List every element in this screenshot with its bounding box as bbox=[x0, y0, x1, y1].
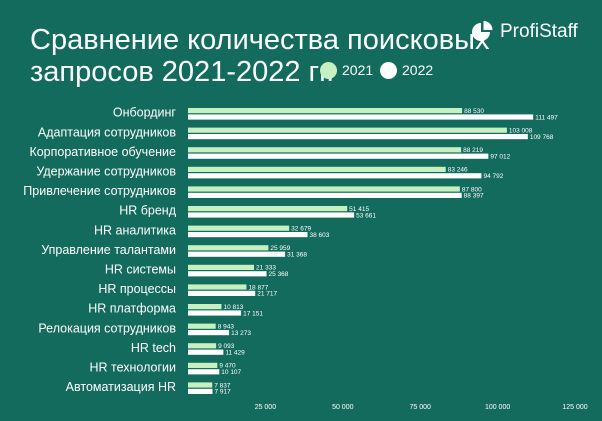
bar-2021 bbox=[188, 225, 290, 231]
bar-2021 bbox=[188, 186, 460, 192]
bar-2021 bbox=[188, 323, 216, 329]
legend-swatch-2022 bbox=[380, 61, 397, 79]
bar-2022 bbox=[188, 173, 482, 179]
category-label: HR tech bbox=[131, 341, 176, 355]
data-label-2021: 88 219 bbox=[463, 147, 483, 154]
data-label-2021: 7 837 bbox=[214, 382, 231, 389]
x-tick-label: 75 000 bbox=[409, 404, 431, 411]
x-tick-label: 125 000 bbox=[562, 404, 587, 411]
data-label-2022: 21 717 bbox=[257, 291, 277, 298]
bar-2021 bbox=[188, 127, 507, 133]
x-tick-label: 100 000 bbox=[485, 404, 510, 411]
pie-chart-logo-icon bbox=[472, 21, 493, 41]
legend-item-2022: 2022 bbox=[380, 60, 433, 80]
data-label-2022: 31 368 bbox=[287, 252, 307, 259]
bar-2022 bbox=[188, 369, 220, 375]
data-label-2022: 25 368 bbox=[269, 271, 289, 278]
bar-2021 bbox=[188, 264, 255, 270]
bar-2021 bbox=[188, 108, 463, 114]
data-label-2021: 83 246 bbox=[448, 167, 468, 174]
legend-swatch-2021 bbox=[320, 61, 337, 79]
legend-label-2021: 2021 bbox=[342, 62, 374, 78]
data-label-2022: 111 497 bbox=[535, 114, 558, 121]
bar-2021 bbox=[188, 284, 247, 290]
category-label: Автоматизация HR bbox=[66, 380, 176, 394]
data-label-2021: 32 679 bbox=[291, 226, 311, 233]
data-label-2022: 11 429 bbox=[225, 350, 245, 357]
data-label-2022: 7 917 bbox=[215, 389, 232, 396]
data-label-2021: 21 333 bbox=[256, 265, 276, 272]
bar-2021 bbox=[188, 166, 446, 172]
data-label-2022: 109 768 bbox=[530, 134, 554, 141]
category-label: HR процессы bbox=[98, 282, 176, 296]
bar-2022 bbox=[188, 251, 286, 257]
category-label: HR платформа bbox=[88, 302, 176, 316]
brand-logo: ProfiStaff bbox=[470, 20, 578, 44]
category-label: Онбординг bbox=[113, 106, 177, 120]
bar-2022 bbox=[188, 153, 489, 159]
bar-2022 bbox=[188, 232, 308, 238]
bar-2022 bbox=[188, 271, 267, 277]
bar-2021 bbox=[188, 382, 213, 388]
bar-2021 bbox=[188, 343, 217, 349]
category-label: Управление талантами bbox=[41, 243, 176, 257]
category-label: HR технологии bbox=[89, 361, 176, 375]
data-label-2021: 88 530 bbox=[464, 108, 484, 115]
category-label: HR аналитика bbox=[94, 223, 176, 237]
data-label-2021: 9 470 bbox=[219, 363, 236, 370]
data-label-2022: 53 661 bbox=[356, 212, 376, 219]
data-label-2022: 10 107 bbox=[221, 369, 241, 376]
bar-2022 bbox=[188, 134, 528, 140]
data-label-2021: 8 943 bbox=[218, 324, 235, 331]
data-label-2022: 17 151 bbox=[243, 310, 263, 317]
data-label-2021: 51 415 bbox=[349, 206, 369, 213]
bar-2021 bbox=[188, 245, 269, 251]
bar-2021 bbox=[188, 304, 222, 310]
x-tick-label: 25 000 bbox=[255, 404, 277, 411]
bar-2021 bbox=[188, 362, 218, 368]
category-label: Релокация сотрудников bbox=[38, 321, 176, 335]
category-label: Удержание сотрудников bbox=[36, 165, 176, 179]
category-label: Корпоративное обучение bbox=[29, 145, 176, 159]
data-label-2021: 25 959 bbox=[270, 245, 290, 252]
bar-2022 bbox=[188, 349, 224, 355]
data-label-2021: 87 800 bbox=[462, 186, 482, 193]
data-label-2021: 9 093 bbox=[218, 343, 235, 350]
bar-2022 bbox=[188, 388, 213, 394]
data-label-2021: 10 813 bbox=[223, 304, 243, 311]
category-label: HR бренд bbox=[119, 204, 176, 218]
legend-item-2021: 2021 bbox=[320, 60, 373, 80]
bar-2021 bbox=[188, 147, 462, 153]
data-label-2022: 97 012 bbox=[490, 154, 510, 161]
data-label-2022: 38 603 bbox=[310, 232, 330, 239]
chart-title-line-1: Сравнение количества поисковых bbox=[30, 24, 490, 56]
data-label-2022: 94 792 bbox=[483, 173, 503, 180]
category-label: Адаптация сотрудников bbox=[38, 125, 176, 139]
data-label-2022: 88 397 bbox=[464, 193, 484, 200]
bar-2022 bbox=[188, 192, 462, 198]
category-label: Привлечение сотрудников bbox=[23, 184, 176, 198]
x-tick-label: 50 000 bbox=[332, 404, 354, 411]
brand-name: ProfiStaff bbox=[500, 21, 578, 42]
category-label: HR системы bbox=[105, 263, 176, 277]
legend-label-2022: 2022 bbox=[402, 62, 434, 78]
data-label-2021: 18 877 bbox=[248, 284, 268, 291]
bar-2022 bbox=[188, 114, 534, 120]
bar-2022 bbox=[188, 290, 256, 296]
data-label-2021: 103 008 bbox=[509, 128, 533, 135]
bar-2022 bbox=[188, 310, 242, 316]
chart-title-line-2: запросов 2021-2022 гг. bbox=[30, 56, 335, 88]
bar-2021 bbox=[188, 206, 348, 212]
data-label-2022: 13 273 bbox=[231, 330, 251, 337]
bar-2022 bbox=[188, 330, 230, 336]
bar-2022 bbox=[188, 212, 355, 218]
